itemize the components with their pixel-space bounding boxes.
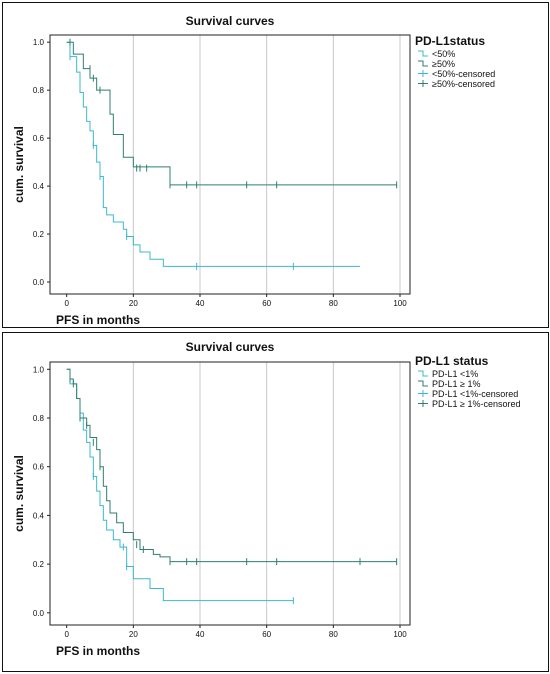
y-tick-label: 0.0 (33, 609, 45, 618)
legend-step-swatch (418, 370, 428, 377)
y-tick-label: 0.4 (33, 182, 45, 191)
y-tick-label: 0.8 (33, 414, 45, 423)
x-tick-label: 60 (262, 630, 271, 639)
survival-chart-1: Survival curves 0 20 40 60 80 100 0.0 0.2 0.4 0.6 0… (12, 14, 495, 327)
legend-item: PD-L1 ≥ 1%-censored (432, 399, 520, 409)
x-tick-label: 0 (64, 630, 69, 639)
x-tick-label: 40 (196, 630, 205, 639)
survival-curve-series-1 (66, 368, 397, 563)
x-tick-label: 80 (329, 630, 338, 639)
x-tick-label: 20 (129, 299, 138, 308)
legend-item: PD-L1 <1%-censored (432, 389, 518, 399)
y-axis-label: cum. survival (12, 126, 26, 203)
plot-frame (49, 361, 411, 626)
chart-title: Survival curves (186, 340, 275, 354)
survival-curve-series-1 (66, 41, 397, 186)
y-tick-label: 1.0 (33, 365, 45, 374)
legend-title: PD-L1status (415, 34, 485, 48)
legend-item: <50%-censored (432, 69, 495, 79)
chart-title: Survival curves (186, 14, 275, 28)
y-tick-label: 0.2 (33, 560, 45, 569)
x-axis-label: PFS in months (56, 644, 140, 658)
y-tick-label: 1.0 (33, 38, 45, 47)
x-tick-label: 40 (196, 299, 205, 308)
x-tick-label: 100 (393, 299, 407, 308)
chart-panel-pd-l1-50: Survival curves 0 20 40 60 80 100 0.0 0.2 0.4 0.6 0… (2, 2, 549, 328)
y-tick-label: 0.4 (33, 511, 45, 520)
legend-step-swatch (418, 60, 428, 67)
x-tick-label: 60 (262, 299, 271, 308)
x-tick-label: 80 (329, 299, 338, 308)
legend-step-swatch (418, 380, 428, 387)
y-tick-label: 0.6 (33, 463, 45, 472)
legend-item: <50% (432, 49, 455, 59)
legend-title: PD-L1 status (415, 354, 489, 368)
y-axis-label: cum. survival (12, 455, 26, 532)
x-tick-label: 0 (64, 299, 69, 308)
legend-item: PD-L1 <1% (432, 369, 478, 379)
chart-panel-pd-l1-1: Survival curves 0 20 40 60 80 100 0.0 0.2 0.4 0.6 0… (2, 332, 549, 672)
y-tick-label: 0.2 (33, 230, 45, 239)
survival-curve-series-0 (66, 41, 360, 267)
survival-curve-series-0 (66, 368, 294, 602)
legend-item: ≥50%-censored (432, 79, 495, 89)
y-tick-label: 0.8 (33, 86, 45, 95)
y-tick-label: 0.6 (33, 134, 45, 143)
plot-frame (49, 34, 411, 295)
x-tick-label: 20 (129, 630, 138, 639)
y-tick-label: 0.0 (33, 278, 45, 287)
x-axis-label: PFS in months (56, 313, 140, 327)
legend-step-swatch (418, 50, 428, 57)
survival-chart-2: Survival curves 0 20 40 60 80 100 0.0 0.2 0.4 0.6 0… (12, 340, 520, 658)
x-tick-label: 100 (393, 630, 407, 639)
legend-item: PD-L1 ≥ 1% (432, 379, 480, 389)
legend-item: ≥50% (432, 59, 455, 69)
